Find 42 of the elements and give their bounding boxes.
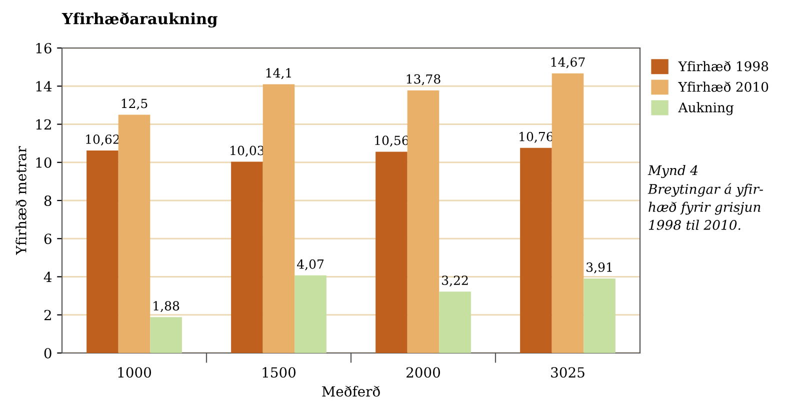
data-label: 14,1 — [266, 68, 291, 80]
data-label: 1,88 — [154, 301, 180, 312]
x-axis-title: Meðferð — [322, 386, 380, 397]
bar — [439, 292, 471, 353]
bar — [376, 152, 408, 353]
x-tick-label: 3025 — [551, 367, 584, 378]
data-label: 14,67 — [551, 57, 585, 68]
y-tick-label: 16 — [36, 42, 52, 54]
x-tick-label: 1000 — [118, 367, 151, 378]
data-label: 3,91 — [586, 262, 612, 274]
data-label: 4,07 — [297, 259, 324, 270]
bar — [118, 114, 150, 353]
chart-title: Yfirhæðaraukning — [62, 12, 218, 28]
bar — [231, 162, 263, 353]
text: Mynd 4 Breytingar á yfir- hæð fyrir grisjun 1998 til 2010. — [648, 165, 763, 230]
y-tick-label: 8 — [44, 195, 52, 206]
y-tick-label: 4 — [44, 272, 52, 282]
legend-label: Yfirhæð 1998 — [678, 61, 768, 72]
bar — [552, 73, 584, 353]
y-tick-label: 6 — [44, 234, 52, 244]
bar — [150, 317, 182, 353]
bar — [520, 148, 552, 353]
bar — [86, 150, 118, 353]
data-label: 10,03 — [230, 146, 264, 157]
y-tick-label: 12 — [36, 119, 51, 130]
bar — [294, 275, 326, 353]
data-label: 13,78 — [406, 74, 440, 86]
data-label: 3,22 — [442, 276, 468, 287]
y-tick-label: 0 — [44, 348, 52, 358]
legend-label: Aukning — [678, 102, 734, 116]
x-tick-label: 1500 — [262, 367, 296, 378]
bar — [262, 84, 295, 353]
x-tick-label: 2000 — [406, 367, 440, 378]
legend-label: Yfirhæð 2010 — [678, 82, 768, 92]
bar — [584, 278, 616, 353]
bar — [407, 90, 440, 353]
y-tick-label: 2 — [44, 310, 51, 320]
y-tick-label: 10 — [36, 157, 52, 168]
data-label: 12,5 — [122, 98, 148, 110]
y-axis-title: Yfirhæð metrar — [16, 146, 26, 256]
y-tick-label: 14 — [36, 81, 52, 92]
data-label: 10,62 — [86, 134, 120, 146]
